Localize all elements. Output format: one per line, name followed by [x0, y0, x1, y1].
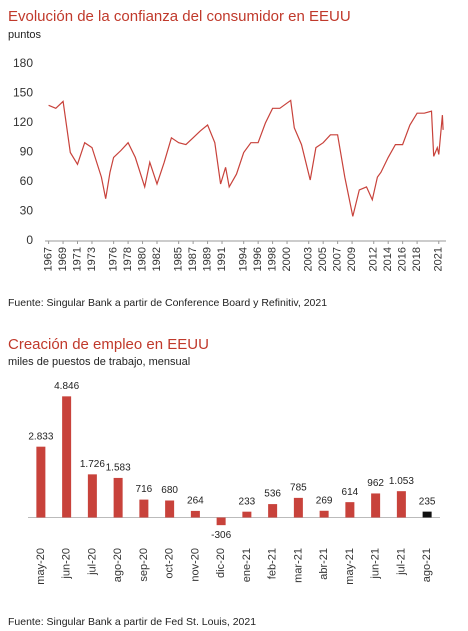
value-label: 2.833	[28, 431, 53, 442]
bar	[396, 491, 406, 518]
x-tick-label: 1978	[122, 247, 134, 271]
x-tick-label: ago-21	[421, 548, 433, 582]
x-tick-label: may-21	[344, 548, 356, 585]
x-tick-label: mar-21	[292, 548, 304, 583]
bar	[139, 499, 149, 518]
x-tick-label: 1987	[187, 247, 199, 271]
value-label: 1.726	[80, 459, 105, 470]
y-tick-label: 0	[26, 233, 33, 247]
x-tick-label: sep-20	[138, 548, 150, 582]
value-label: 264	[187, 496, 204, 507]
x-tick-label: jul-21	[395, 548, 407, 576]
value-label: 269	[316, 495, 333, 506]
x-tick-label: 1967	[43, 247, 55, 271]
bar	[345, 502, 355, 518]
chart-title: Evolución de la confianza del consumidor…	[8, 8, 351, 25]
source: Fuente: Singular Bank a partir de Fed St…	[8, 616, 256, 628]
x-tick-label: 1976	[108, 247, 120, 271]
value-label: 1.053	[389, 476, 414, 487]
bar	[87, 474, 97, 518]
y-tick-label: 60	[20, 174, 34, 188]
y-tick-label: 90	[20, 145, 34, 159]
x-tick-label: 1996	[252, 247, 264, 271]
x-tick-label: feb-21	[267, 548, 279, 579]
x-tick-label: 1971	[71, 247, 83, 271]
x-tick-label: 2005	[317, 247, 329, 271]
x-tick-label: jul-20	[86, 548, 98, 576]
y-tick-label: 180	[13, 56, 33, 70]
x-tick-label: 2007	[332, 247, 344, 271]
x-tick-label: ago-20	[112, 548, 124, 582]
bar	[36, 446, 46, 518]
bar	[319, 510, 329, 518]
bar	[62, 396, 72, 518]
y-tick-label: 30	[20, 204, 34, 218]
bar	[216, 517, 226, 526]
x-tick-label: ene-21	[241, 548, 253, 582]
x-tick-label: 1985	[173, 247, 185, 271]
x-tick-label: oct-20	[164, 548, 176, 579]
line	[48, 99, 444, 217]
value-label: 716	[136, 484, 153, 495]
x-tick-label: 1980	[136, 247, 148, 271]
value-label: 233	[239, 496, 256, 507]
x-tick-label: may-20	[35, 548, 47, 585]
x-tick-label: jun-20	[61, 548, 73, 580]
value-label: 614	[342, 487, 359, 498]
x-tick-label: 2000	[281, 247, 293, 271]
chart-subtitle: miles de puestos de trabajo, mensual	[8, 356, 190, 368]
value-label: -306	[211, 530, 231, 541]
value-label: 785	[290, 483, 307, 494]
bar	[268, 504, 278, 518]
chart-subtitle: puntos	[8, 29, 42, 41]
bar	[113, 477, 123, 518]
bar	[165, 500, 175, 518]
x-tick-label: 1998	[267, 247, 279, 271]
x-tick-label: 1969	[57, 247, 69, 271]
y-tick-label: 120	[13, 115, 33, 129]
bar	[190, 510, 200, 518]
bar	[242, 511, 252, 518]
value-label: 235	[419, 496, 436, 507]
x-tick-label: 2012	[368, 247, 380, 271]
value-label: 1.583	[106, 463, 131, 474]
value-label: 536	[264, 489, 281, 500]
x-tick-label: 1994	[238, 247, 250, 271]
x-tick-label: jun-21	[370, 548, 382, 580]
x-tick-label: 2018	[411, 247, 423, 271]
x-tick-label: 1991	[216, 247, 228, 271]
x-tick-label: 2014	[382, 247, 394, 271]
bar	[422, 511, 432, 518]
bar	[371, 493, 381, 518]
value-label: 962	[367, 478, 384, 489]
x-tick-label: nov-20	[189, 548, 201, 582]
x-tick-label: 2009	[346, 247, 358, 271]
x-tick-label: 2003	[303, 247, 315, 271]
bar	[293, 497, 303, 518]
x-tick-label: 1982	[151, 247, 163, 271]
x-tick-label: 2021	[433, 247, 445, 271]
x-tick-label: 1973	[86, 247, 98, 271]
value-label: 680	[161, 485, 178, 496]
y-tick-label: 150	[13, 86, 33, 100]
chart-title: Creación de empleo en EEUU	[8, 336, 209, 353]
x-tick-label: dic-20	[215, 548, 227, 578]
x-tick-label: abr-21	[318, 548, 330, 580]
x-tick-label: 1989	[201, 247, 213, 271]
x-tick-label: 2016	[397, 247, 409, 271]
value-label: 4.846	[54, 381, 79, 392]
source: Fuente: Singular Bank a partir de Confer…	[8, 297, 327, 309]
